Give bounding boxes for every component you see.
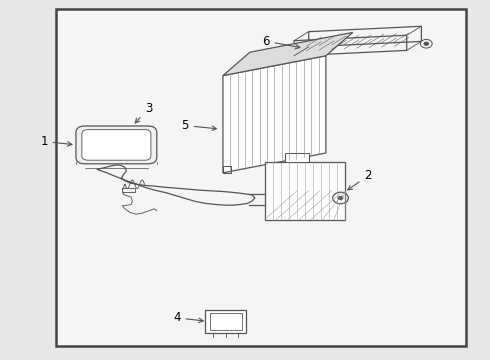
Text: 2: 2	[348, 169, 371, 190]
Bar	[205, 310, 246, 333]
Text: 3: 3	[135, 102, 152, 123]
Bar	[56, 9, 466, 346]
Bar	[210, 313, 242, 330]
Circle shape	[424, 42, 429, 46]
Polygon shape	[223, 32, 353, 76]
Text: 6: 6	[262, 35, 300, 49]
Circle shape	[338, 196, 343, 200]
Text: 5: 5	[181, 119, 217, 132]
FancyBboxPatch shape	[76, 126, 157, 164]
Text: 4: 4	[173, 311, 203, 324]
Bar	[285, 153, 309, 162]
FancyBboxPatch shape	[82, 130, 151, 160]
Polygon shape	[223, 56, 326, 173]
Bar	[265, 162, 345, 220]
Text: 1: 1	[40, 135, 72, 148]
